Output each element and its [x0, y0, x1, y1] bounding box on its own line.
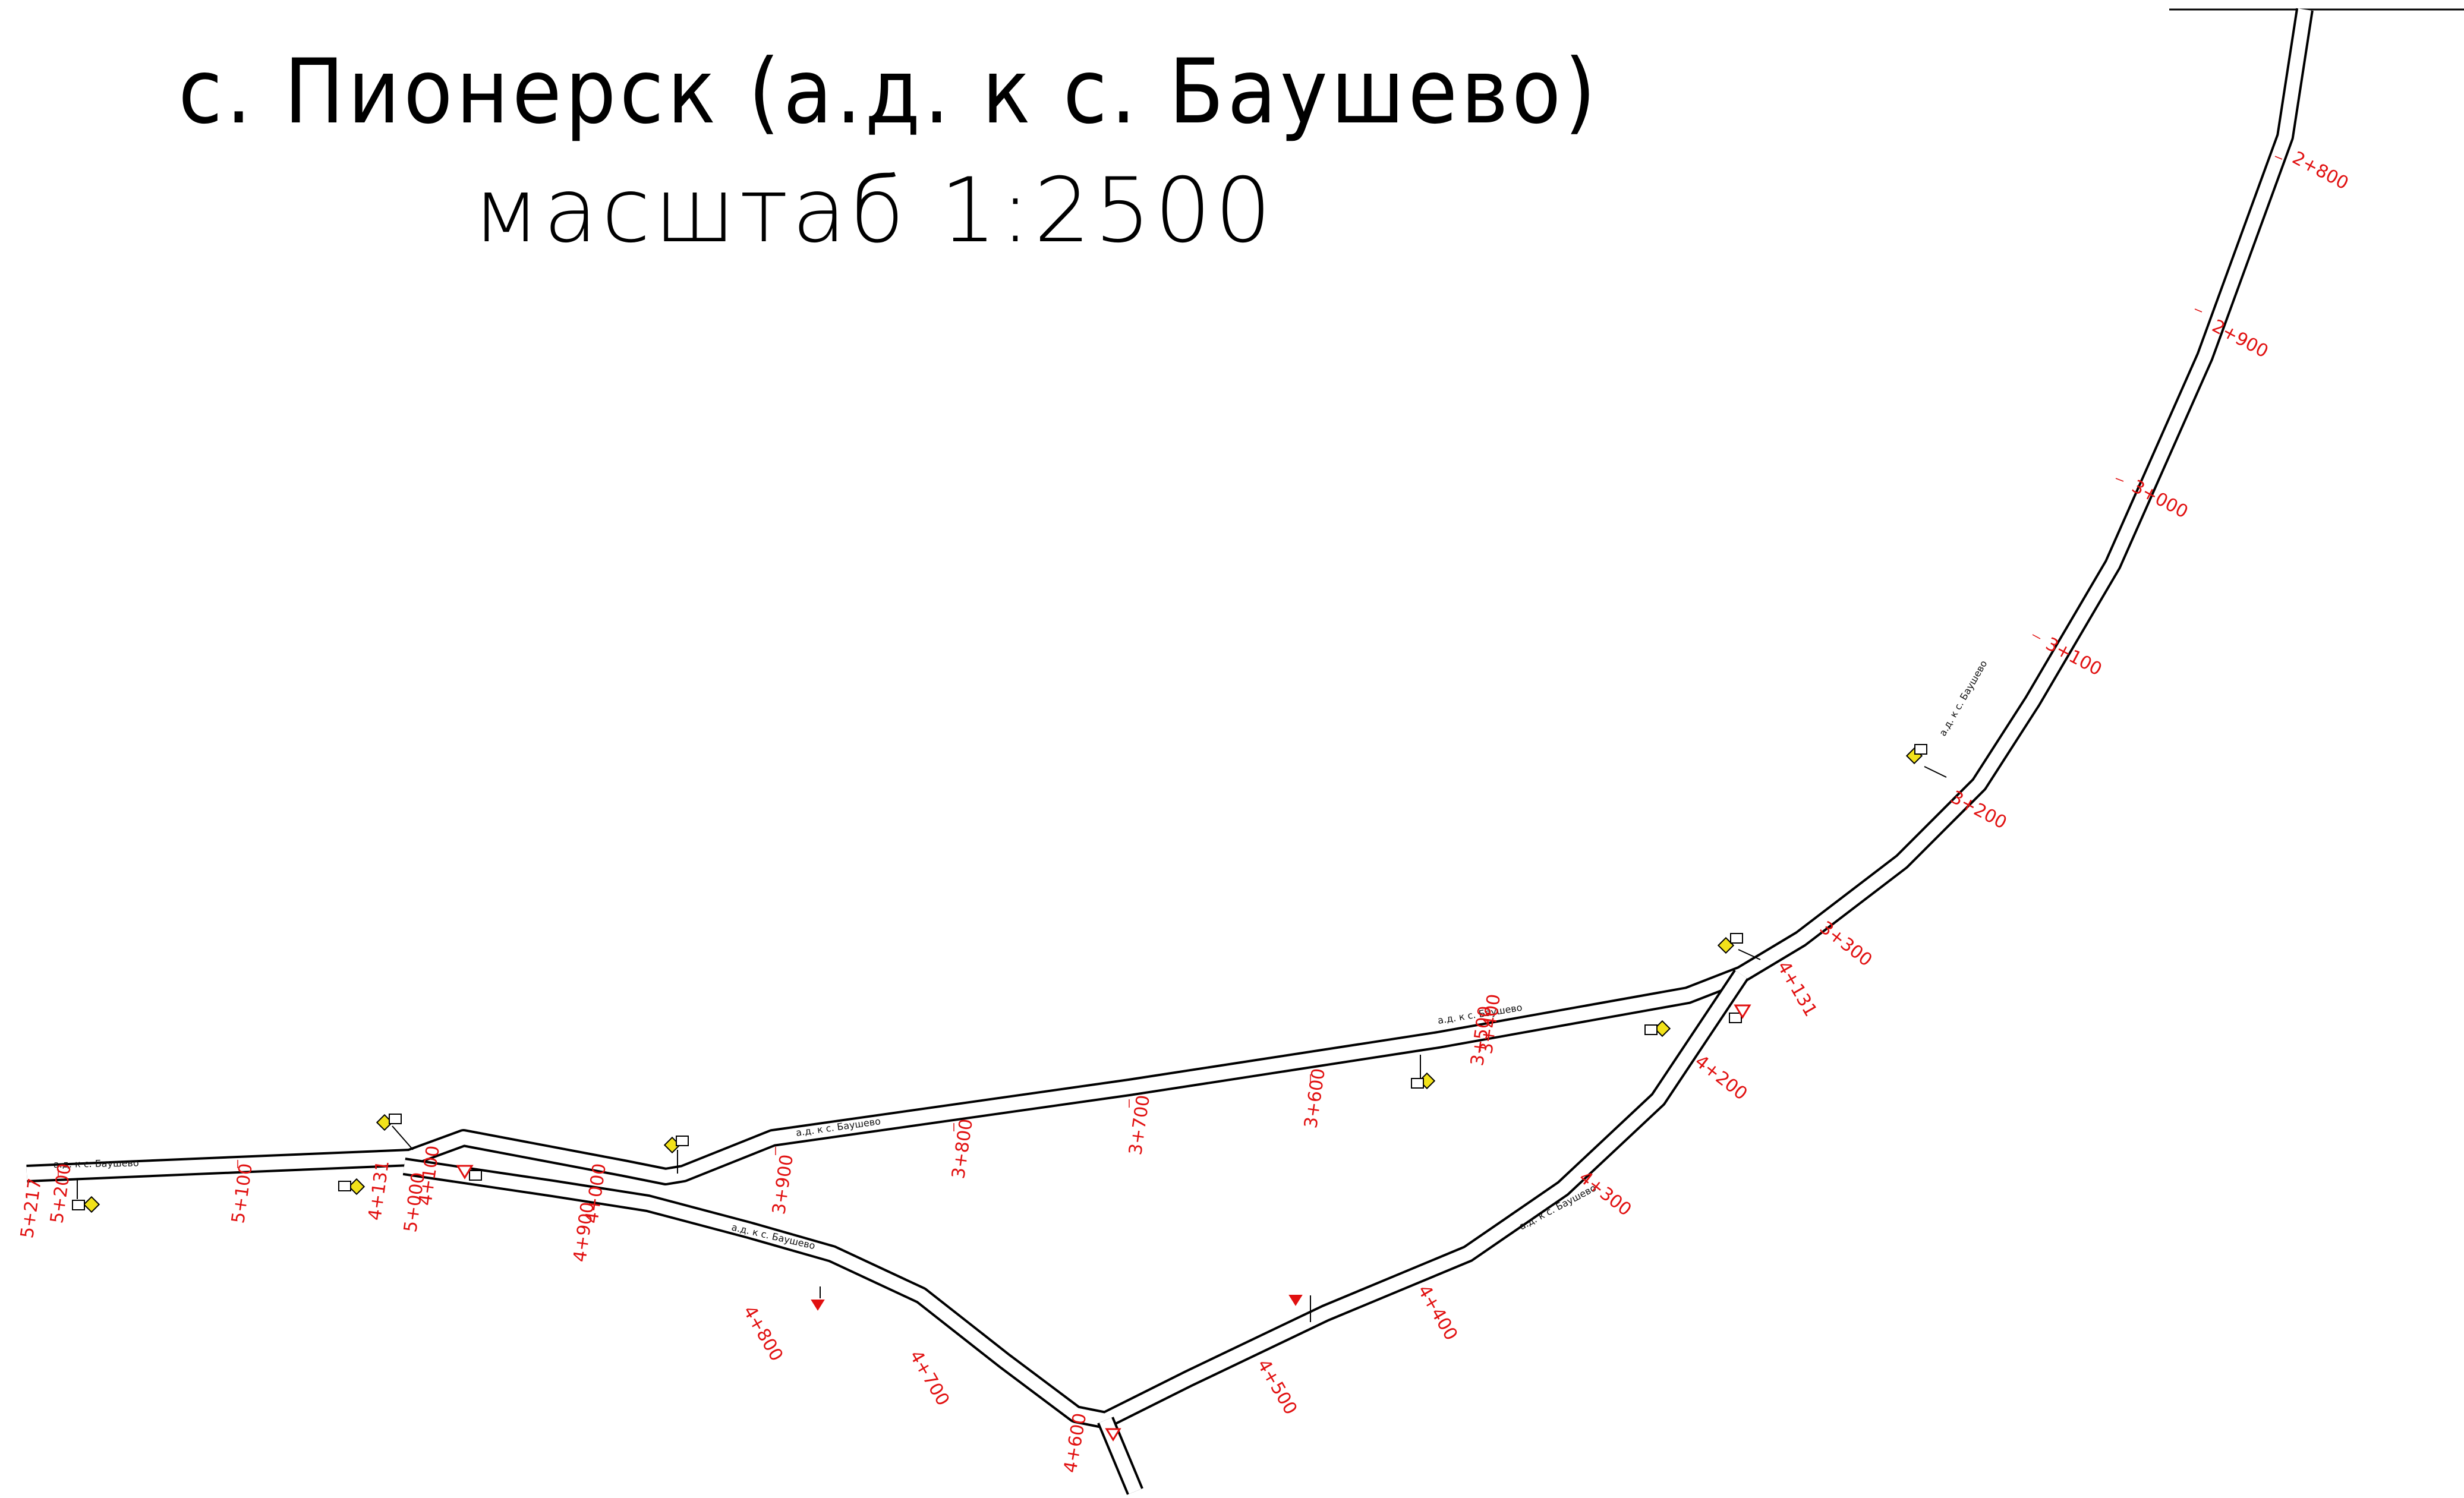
- chainage-label: 5+217: [17, 1177, 46, 1240]
- plate-icon: [1730, 933, 1743, 944]
- chainage-label: 4+600: [1060, 1411, 1091, 1474]
- chainage-label: 4+700: [905, 1347, 953, 1409]
- give-way-icon: [1288, 1295, 1303, 1306]
- plate-icon: [469, 1170, 482, 1181]
- chainage-label: 2+900: [2208, 316, 2271, 362]
- chainage-label: 5+000: [400, 1171, 429, 1234]
- traffic-signs: [72, 744, 1947, 1442]
- chainage-label: 4+200: [1691, 1051, 1751, 1105]
- plate-icon: [676, 1136, 689, 1146]
- plate-icon: [389, 1114, 402, 1124]
- give-way-icon: [1734, 1004, 1751, 1019]
- chainage-label: 4+500: [1253, 1356, 1301, 1418]
- chainage-label: 2+800: [2289, 147, 2352, 194]
- give-way-icon: [811, 1300, 825, 1311]
- chainage-label: 4+400: [1413, 1282, 1461, 1344]
- chainage-label: 3+600: [1300, 1067, 1329, 1130]
- plate-icon: [1644, 1024, 1658, 1035]
- chainage-label: 3+800: [948, 1118, 977, 1180]
- chainage-label: 4+131: [364, 1159, 393, 1222]
- chainage-label: 4+800: [739, 1303, 787, 1365]
- plate-icon: [338, 1181, 351, 1191]
- priority-road-icon: [348, 1178, 365, 1196]
- map-scale: масштаб 1:2500: [472, 159, 1275, 263]
- give-way-icon: [456, 1165, 474, 1180]
- priority-road-icon: [1717, 936, 1735, 954]
- plate-icon: [72, 1200, 85, 1210]
- plate-icon: [1729, 1013, 1742, 1023]
- chainage-label: 3+900: [768, 1153, 798, 1216]
- priority-road-icon: [83, 1196, 100, 1213]
- chainage-ticks: [58, 156, 2283, 1177]
- chainage-label: 4+131: [1773, 958, 1821, 1020]
- plate-icon: [1411, 1078, 1424, 1089]
- give-way-icon: [1105, 1428, 1121, 1442]
- priority-road-icon: [1653, 1020, 1671, 1037]
- main-road: [26, 8, 2314, 1185]
- road-name-label: а.д. к с. Баушево: [1937, 658, 1989, 738]
- plate-icon: [1914, 744, 1927, 755]
- chainage-label: 4+900: [569, 1201, 598, 1263]
- priority-road-icon: [376, 1114, 393, 1131]
- road-name-label: а.д. к с. Баушево: [53, 1157, 139, 1170]
- chainage-labels: 2+800 2+900 3+000 3+100 3+200 3+300 4+13…: [17, 147, 2352, 1474]
- chainage-label: 3+300: [1816, 917, 1876, 971]
